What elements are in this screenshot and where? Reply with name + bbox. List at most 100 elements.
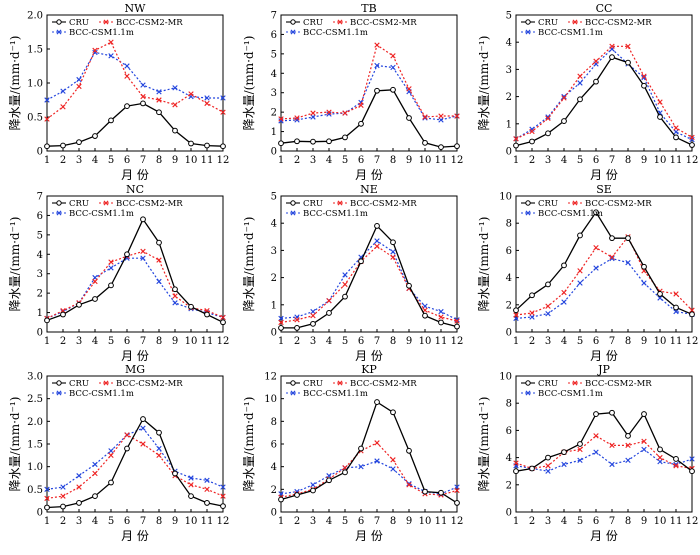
series-bcc-csm2-mr [278, 440, 460, 500]
data-point [390, 53, 396, 59]
x-tick-label: 4 [92, 336, 98, 347]
y-tick-label: 6 [271, 440, 277, 451]
data-point [310, 114, 316, 120]
y-tick-label: 1 [271, 127, 277, 138]
x-tick-label: 6 [593, 516, 599, 527]
data-point [374, 238, 380, 244]
x-tick-label: 7 [374, 155, 380, 166]
x-tick-label: 10 [419, 516, 432, 527]
data-point [390, 466, 396, 472]
data-point [529, 465, 535, 472]
x-tick-label: 12 [217, 516, 230, 527]
series-cru [513, 409, 695, 475]
data-point [577, 96, 583, 103]
legend-marker [56, 29, 62, 35]
x-tick-label: 10 [654, 516, 667, 527]
data-point [593, 411, 599, 417]
data-point [156, 429, 162, 436]
data-point [124, 445, 130, 452]
data-point [44, 97, 50, 103]
legend-label: BCC-CSM2-MR [350, 379, 417, 389]
x-tick-label: 12 [686, 155, 699, 166]
legend-label: CRU [538, 18, 558, 28]
y-tick-label: 2 [506, 92, 512, 103]
x-tick-label: 11 [670, 336, 683, 347]
data-point [326, 111, 332, 117]
data-point [422, 488, 428, 495]
x-tick-label: 5 [108, 516, 114, 527]
x-tick-label: 9 [406, 516, 412, 527]
data-point [529, 128, 535, 135]
data-point [140, 441, 146, 447]
y-tick-label: 10 [499, 372, 512, 383]
x-tick-label: 10 [654, 336, 667, 347]
x-tick-label: 4 [561, 336, 567, 347]
x-tick-label: 6 [124, 336, 130, 347]
legend-label: BCC-CSM1.1m [69, 389, 134, 399]
x-tick-label: 1 [278, 516, 284, 527]
data-point [140, 93, 146, 100]
legend-marker [56, 390, 62, 396]
x-tick-label: 5 [577, 155, 583, 166]
y-tick-label: 6 [506, 246, 512, 257]
x-tick-label: 1 [44, 155, 50, 166]
data-point [593, 449, 599, 455]
series-line [281, 224, 458, 329]
x-tick-label: 5 [108, 155, 114, 166]
data-point [294, 138, 300, 145]
y-tick-label: 0 [506, 147, 512, 158]
legend-label: BCC-CSM2-MR [350, 199, 417, 209]
x-tick-label: 12 [217, 155, 230, 166]
data-point [326, 477, 332, 484]
legend-marker [103, 19, 109, 25]
data-point [76, 76, 82, 83]
x-tick-label: 7 [609, 336, 615, 347]
data-point [140, 82, 146, 88]
data-point [294, 117, 300, 123]
data-point [310, 487, 316, 494]
y-tick-label: 2 [506, 480, 512, 491]
data-point [294, 115, 300, 121]
data-point [438, 308, 444, 315]
data-point [438, 489, 444, 496]
data-point [545, 310, 551, 317]
data-point [278, 315, 284, 322]
legend-marker [103, 380, 109, 386]
data-point [108, 479, 114, 486]
legend-label: BCC-CSM1.1m [303, 28, 368, 38]
x-axis-title: 月 份 [355, 349, 383, 363]
data-point [561, 461, 567, 468]
x-tick-label: 12 [451, 155, 464, 166]
data-point [577, 73, 583, 79]
data-point [673, 134, 679, 141]
y-tick-label: 10 [264, 394, 277, 405]
data-point [545, 114, 551, 120]
series-cru [278, 223, 460, 331]
data-point [374, 458, 380, 464]
data-point [657, 295, 663, 301]
data-point [44, 495, 50, 502]
data-point [108, 117, 114, 124]
data-point [673, 291, 679, 297]
y-tick-label: 5 [271, 49, 277, 60]
data-point [673, 308, 679, 315]
data-point [577, 80, 583, 86]
y-tick-label: 6 [506, 426, 512, 437]
data-point [358, 445, 364, 452]
x-tick-label: 6 [124, 516, 130, 527]
y-tick-label: 0 [37, 147, 43, 158]
x-tick-label: 6 [358, 155, 364, 166]
y-tick-label: 2.0 [27, 11, 43, 22]
data-point [673, 463, 679, 469]
x-tick-label: 11 [435, 516, 448, 527]
legend-marker [337, 380, 343, 386]
plot-frame [280, 195, 458, 333]
y-tick-label: 0.5 [27, 485, 43, 496]
data-point [172, 85, 178, 91]
x-tick-label: 9 [406, 336, 412, 347]
data-point [673, 304, 679, 311]
data-point [76, 83, 82, 90]
